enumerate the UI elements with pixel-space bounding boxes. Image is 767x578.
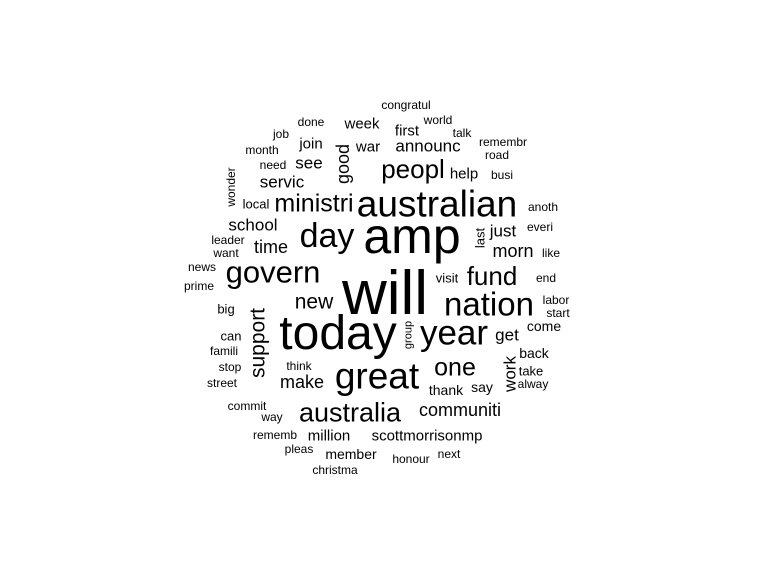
- word-amp: amp: [363, 208, 461, 264]
- word-just: just: [489, 221, 517, 241]
- word-great: great: [334, 355, 420, 397]
- word-group: group: [402, 320, 415, 350]
- word-prime: prime: [183, 279, 215, 293]
- word-commit: commit: [227, 399, 267, 413]
- word-wonder: wonder: [224, 167, 238, 207]
- word-fund: fund: [466, 261, 518, 291]
- word-street: street: [206, 376, 238, 390]
- word-day: day: [299, 217, 355, 255]
- word-scottmorrisonmp: scottmorrisonmp: [371, 427, 483, 445]
- word-week: week: [344, 115, 380, 133]
- word-come: come: [526, 318, 562, 334]
- word-one: one: [434, 353, 476, 382]
- word-nation: nation: [444, 285, 534, 323]
- word-need: need: [259, 158, 287, 172]
- word-communiti: communiti: [418, 400, 502, 420]
- word-govern: govern: [225, 254, 321, 290]
- word-support: support: [246, 307, 270, 379]
- word-road: road: [484, 148, 510, 162]
- word-congratul: congratul: [381, 98, 431, 112]
- word-big: big: [217, 301, 235, 317]
- word-anoth: anoth: [527, 200, 559, 214]
- word-morn: morn: [492, 241, 534, 261]
- word-alway: alway: [517, 377, 549, 391]
- word-see: see: [295, 153, 323, 173]
- word-member: member: [325, 446, 377, 462]
- word-busi: busi: [490, 168, 514, 182]
- word-make: make: [279, 372, 325, 392]
- word-help: help: [449, 165, 479, 183]
- word-announc: announc: [395, 136, 461, 156]
- word-time: time: [253, 237, 289, 257]
- word-christma: christma: [312, 463, 358, 477]
- word-year: year: [419, 313, 489, 353]
- word-last: last: [472, 227, 488, 249]
- word-start: start: [546, 306, 570, 320]
- word-rememb: rememb: [252, 428, 298, 442]
- word-war: war: [355, 138, 381, 156]
- word-think: think: [286, 359, 312, 373]
- word-next: next: [437, 447, 461, 461]
- word-pleas: pleas: [284, 442, 314, 456]
- word-say: say: [471, 379, 493, 395]
- word-good: good: [333, 143, 353, 185]
- word-ministri: ministri: [274, 189, 354, 218]
- word-back: back: [519, 345, 549, 361]
- word-leader: leader: [211, 233, 245, 247]
- word-servic: servic: [259, 172, 305, 192]
- word-thank: thank: [428, 382, 464, 398]
- word-visit: visit: [435, 270, 459, 286]
- word-way: way: [261, 410, 283, 424]
- word-million: million: [307, 427, 351, 445]
- word-school: school: [228, 215, 278, 235]
- word-new: new: [294, 290, 334, 314]
- word-first: first: [394, 122, 420, 140]
- word-stop: stop: [218, 360, 242, 374]
- word-done: done: [297, 115, 325, 129]
- word-labor: labor: [542, 293, 570, 307]
- word-job: job: [272, 127, 290, 141]
- word-honour: honour: [392, 452, 430, 466]
- word-join: join: [299, 135, 323, 153]
- word-today: today: [279, 307, 397, 360]
- word-famili: famili: [209, 344, 239, 358]
- word-work: work: [500, 356, 520, 392]
- word-like: like: [541, 246, 561, 260]
- word-peopl: peopl: [381, 154, 445, 184]
- word-end: end: [535, 271, 557, 285]
- word-news: news: [187, 260, 217, 274]
- word-get: get: [495, 325, 519, 345]
- word-can: can: [220, 328, 242, 344]
- word-world: world: [423, 113, 453, 127]
- word-take: take: [518, 363, 544, 379]
- word-month: month: [245, 143, 279, 157]
- word-australia: australia: [298, 397, 402, 428]
- word-local: local: [242, 196, 270, 212]
- word-australian: australian: [356, 183, 518, 225]
- word-everi: everi: [526, 220, 554, 234]
- word-remembr: remembr: [478, 135, 528, 149]
- word-want: want: [213, 246, 239, 260]
- word-will: will: [341, 259, 429, 328]
- word-talk: talk: [452, 126, 472, 140]
